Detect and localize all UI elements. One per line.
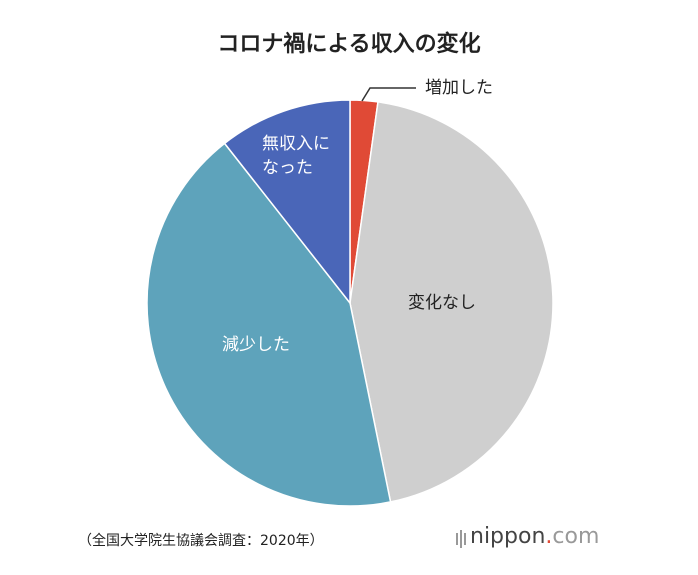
- slice-label: 増加した: [425, 78, 493, 98]
- slice-label: 減少した: [222, 335, 290, 355]
- slice-label: 変化なし: [408, 293, 476, 313]
- logo-icon: [456, 530, 466, 548]
- source-note: （全国大学院生協議会調査：2020年）: [78, 533, 324, 549]
- chart-title: コロナ禍による収入の変化: [217, 32, 481, 57]
- slice-label: 無収入になった: [262, 134, 330, 178]
- pie-slice: [223, 99, 351, 306]
- logo-suffix: com: [552, 524, 600, 549]
- logo-name: nippon: [470, 524, 546, 549]
- logo-dot: .: [545, 524, 553, 549]
- leader-line: [361, 87, 416, 102]
- pie-slice: [146, 142, 392, 507]
- logo: nippon.com: [470, 524, 599, 549]
- pie-slice: [349, 101, 554, 503]
